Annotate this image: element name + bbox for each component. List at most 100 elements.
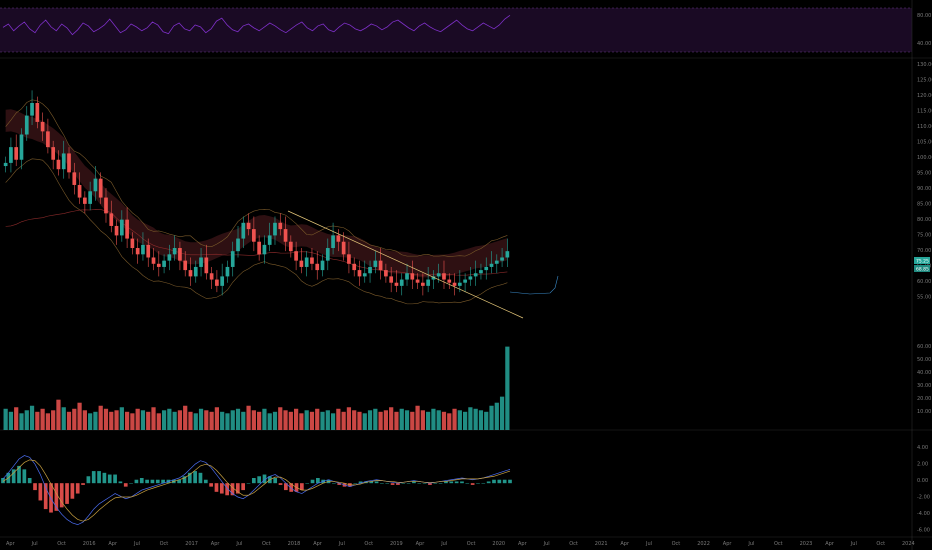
candle-body — [104, 197, 108, 214]
volume-bar — [209, 411, 214, 430]
macd-histogram-bar — [11, 469, 16, 484]
candle-body — [220, 276, 225, 286]
volume-bar — [315, 408, 320, 430]
candle-body — [162, 260, 166, 267]
candle-body — [209, 273, 214, 280]
x-axis-label: Jul — [850, 541, 857, 547]
macd-histogram-bar — [438, 483, 443, 484]
rsi-band — [0, 8, 912, 52]
volume-bar — [320, 411, 325, 430]
candle-body — [215, 279, 219, 286]
candle-body — [252, 229, 256, 242]
x-axis-label: Jul — [440, 541, 447, 547]
macd-histogram-bar — [1, 478, 5, 484]
candle-body — [183, 260, 188, 271]
macd-histogram-bar — [422, 483, 427, 484]
volume-bar — [426, 411, 431, 430]
macd-histogram-bar — [476, 483, 480, 484]
candle-body — [288, 241, 293, 252]
candle-body — [500, 257, 504, 261]
volume-axis-label: 60.00 — [917, 344, 931, 350]
volume-bar — [130, 413, 135, 430]
candle-body — [3, 162, 8, 167]
macd-histogram-bar — [449, 481, 454, 484]
volume-bar — [114, 410, 119, 430]
candle-body — [315, 263, 320, 271]
macd-histogram-bar — [337, 483, 342, 485]
volume-bar — [98, 405, 103, 430]
volume-bar — [304, 410, 309, 430]
macd-histogram-bar — [113, 474, 117, 484]
macd-histogram-bar — [374, 481, 379, 484]
macd-histogram-bar — [428, 483, 432, 485]
macd-histogram-bar — [49, 483, 53, 513]
price-axis-label: 100.00 — [917, 155, 932, 161]
volume-bar — [151, 407, 156, 430]
macd-axis-label: 2.00 — [917, 462, 928, 468]
volume-bar — [420, 410, 425, 430]
macd-histogram-bar — [193, 471, 197, 484]
macd-histogram-bar — [492, 479, 496, 484]
volume-bar — [299, 413, 304, 430]
macd-histogram-bar — [486, 481, 491, 484]
macd-histogram-bar — [390, 483, 395, 485]
candle-body — [146, 244, 151, 258]
macd-histogram-bar — [91, 471, 96, 484]
candle-body — [373, 260, 378, 267]
volume-bar — [383, 410, 389, 430]
volume-bar — [373, 408, 378, 430]
macd-histogram-bar — [150, 479, 155, 484]
x-axis-label: Apr — [620, 541, 630, 547]
price-axis-label: 130.00 — [917, 62, 932, 68]
candle-body — [283, 229, 288, 242]
candle-body — [452, 282, 457, 286]
candle-body — [484, 266, 489, 271]
volume-bar — [462, 411, 468, 430]
candle-body — [19, 134, 24, 160]
bollinger-lower — [5, 158, 508, 305]
macd-histogram-bar — [225, 483, 229, 496]
volume-bar — [336, 408, 341, 430]
macd-histogram-bar — [358, 481, 363, 484]
macd-histogram-bar — [118, 481, 123, 484]
candle-body — [421, 282, 425, 286]
candle-body — [304, 257, 309, 267]
volume-bar — [77, 402, 82, 430]
x-axis-label: 2021 — [595, 541, 608, 547]
volume-bar — [119, 407, 124, 430]
last-price-tag: 75.25 — [914, 257, 930, 265]
candle-body — [442, 273, 446, 280]
macd-histogram-bar — [300, 483, 304, 491]
macd-histogram-bar — [209, 483, 213, 487]
candle-body — [119, 219, 124, 236]
x-axis-label: Apr — [6, 541, 16, 547]
x-axis-label: Oct — [876, 541, 885, 547]
candle-body — [225, 266, 230, 277]
macd-histogram-bar — [177, 479, 181, 484]
x-axis-label: Apr — [518, 541, 528, 547]
macd-histogram-bar — [187, 472, 192, 484]
volume-bar — [410, 411, 415, 430]
volume-bar — [140, 410, 146, 430]
rsi-panel: 80.00 40.00 — [0, 7, 931, 53]
volume-bar — [188, 411, 193, 430]
candle-body — [267, 235, 272, 245]
macd-histogram-bar — [139, 478, 144, 484]
candle-body — [505, 251, 510, 258]
macd-histogram-bar — [246, 483, 251, 484]
candle-body — [362, 273, 367, 277]
volume-bar — [198, 408, 204, 430]
x-axis-label: 2024 — [902, 541, 915, 547]
volume-bar — [93, 411, 98, 430]
candle-body — [447, 279, 452, 283]
candle-body — [389, 276, 394, 283]
candle-body — [262, 244, 267, 255]
price-axis-label: 125.00 — [917, 78, 932, 84]
macd-histogram-bar — [38, 483, 43, 501]
candle-body — [236, 238, 240, 252]
x-axis-label: Apr — [211, 541, 221, 547]
macd-histogram-bar — [81, 483, 85, 485]
volume-bar — [341, 411, 346, 430]
macd-axis: 4.00 2.00 0.00 -2.00 -4.00 -6.00 — [917, 445, 930, 534]
